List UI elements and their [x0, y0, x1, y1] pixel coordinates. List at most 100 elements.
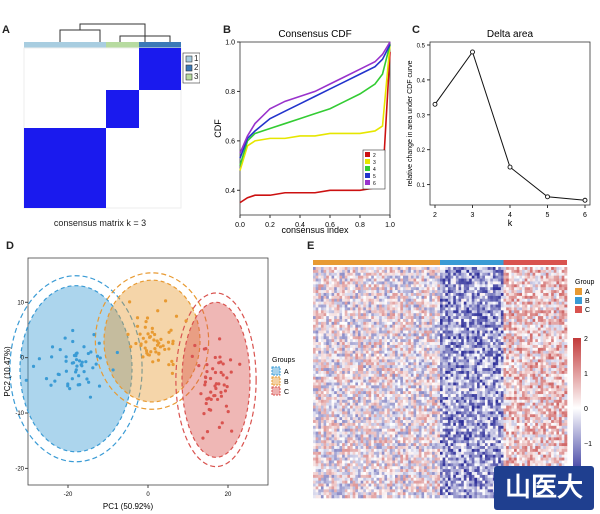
heatmap-cell — [357, 290, 361, 294]
pca-point-C — [205, 397, 210, 401]
heatmap-cell — [350, 269, 353, 274]
heatmap-cell — [429, 333, 433, 337]
heatmap-cell — [373, 466, 377, 470]
heatmap-cell — [437, 298, 441, 302]
heatmap-cell — [315, 405, 319, 409]
heatmap-cell — [408, 411, 412, 415]
heatmap-cell — [429, 474, 433, 479]
heatmap-cell — [455, 420, 459, 424]
heatmap-cell — [336, 408, 340, 412]
heatmap-cell — [350, 495, 353, 499]
heatmap-cell — [328, 290, 332, 294]
heatmap-cell — [418, 301, 422, 305]
heatmap-cell — [424, 399, 428, 404]
heatmap-cell — [315, 457, 319, 461]
heatmap-cell — [363, 448, 367, 453]
heatmap-cell — [344, 370, 348, 375]
heatmap-cell — [421, 316, 425, 320]
heatmap-cell — [355, 434, 359, 438]
heatmap-cell — [379, 480, 383, 484]
heatmap-cell — [416, 396, 420, 401]
heatmap-cell — [347, 269, 351, 274]
heatmap-cell — [463, 489, 467, 493]
heatmap-cell — [368, 281, 372, 285]
heatmap-cell — [379, 469, 383, 473]
heatmap-cell — [416, 408, 420, 412]
heatmap-cell — [408, 339, 412, 343]
heatmap-cell — [450, 362, 454, 366]
heatmap-cell — [373, 457, 377, 461]
heatmap-cell — [400, 304, 404, 308]
heatmap-cell — [413, 405, 417, 409]
heatmap-cell — [313, 362, 316, 366]
heatmap-cell — [373, 417, 377, 421]
heatmap-cell — [389, 281, 393, 285]
heatmap-cell — [450, 486, 454, 490]
heatmap-cell — [421, 399, 425, 404]
pca-point-C — [220, 421, 224, 425]
heatmap-cell — [355, 269, 359, 274]
heatmap-cell — [313, 394, 316, 398]
heatmap-cell — [357, 350, 361, 354]
heatmap-cell — [334, 402, 338, 406]
heatmap-cell — [387, 446, 391, 450]
heatmap-cell — [331, 451, 335, 455]
heatmap-cell — [392, 474, 396, 479]
heatmap-cell — [458, 324, 462, 328]
heatmap-cell — [381, 284, 385, 288]
pca-point-A — [74, 370, 78, 374]
heatmap-cell — [347, 388, 351, 392]
heatmap-cell — [323, 298, 327, 302]
heatmap-cell — [402, 396, 406, 401]
heatmap-cell — [373, 408, 377, 412]
heatmap-cell — [461, 437, 465, 441]
heatmap-cell — [371, 454, 375, 458]
heatmap-cell — [355, 350, 359, 354]
heatmap-cell — [466, 402, 470, 406]
heatmap-cell — [442, 307, 446, 311]
pca-point-B — [157, 351, 161, 355]
heatmap-cell — [445, 451, 449, 455]
heatmap-cell — [342, 495, 346, 499]
heatmap-cell — [445, 463, 449, 467]
heatmap-cell — [461, 330, 465, 334]
heatmap-cell — [466, 339, 470, 343]
heatmap-cell — [429, 298, 433, 302]
heatmap-cell — [429, 269, 433, 274]
pca-point-C — [214, 386, 218, 391]
heatmap-cell — [336, 388, 340, 392]
heatmap-cell — [447, 469, 451, 473]
pca-point-A — [44, 376, 49, 381]
heatmap-cell — [453, 448, 457, 453]
heatmap-cell — [440, 469, 443, 473]
heatmap-cell — [350, 391, 353, 395]
heatmap-cell — [368, 388, 372, 392]
heatmap-cell — [421, 457, 425, 461]
heatmap-cell — [318, 434, 322, 438]
heatmap-cell — [392, 304, 396, 308]
heatmap-cell — [365, 457, 369, 461]
heatmap-cell — [387, 350, 391, 354]
heatmap-cell — [339, 420, 343, 424]
heatmap-cell — [381, 492, 385, 496]
heatmap-cell — [437, 379, 441, 383]
heatmap-cell — [410, 474, 414, 479]
heatmap-cell — [455, 417, 459, 421]
heatmap-cell — [402, 275, 406, 279]
heatmap-cell — [339, 431, 343, 435]
heatmap-cell — [315, 292, 319, 297]
heatmap-cell — [360, 339, 364, 343]
heatmap-cell — [447, 399, 451, 404]
heatmap-cell — [360, 356, 364, 360]
heatmap-cell — [387, 370, 391, 375]
heatmap-cell — [355, 446, 359, 450]
heatmap-cell — [410, 292, 414, 297]
heatmap-cell — [389, 463, 393, 467]
heatmap-cell — [442, 316, 446, 320]
heatmap-cell — [450, 402, 454, 406]
heatmap-cell — [424, 411, 428, 415]
heatmap-cell — [387, 304, 391, 308]
heatmap-cell — [440, 304, 443, 308]
heatmap-cell — [320, 425, 324, 429]
heatmap-cell — [315, 385, 319, 389]
